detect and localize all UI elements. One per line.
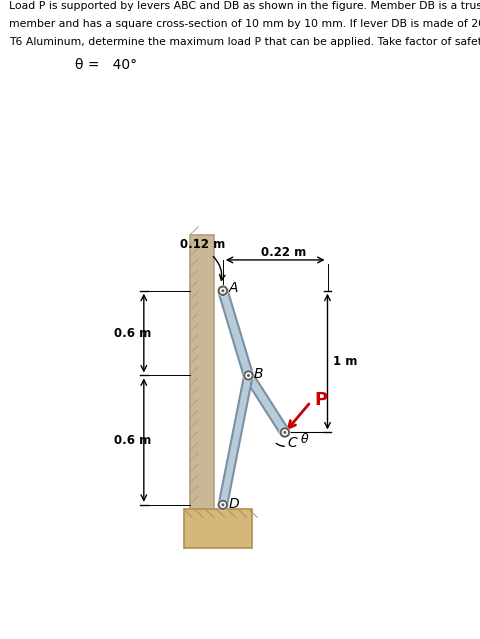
- Circle shape: [221, 289, 224, 292]
- Bar: [190, 235, 213, 514]
- Text: 0.12 m: 0.12 m: [180, 238, 225, 251]
- Text: C: C: [287, 436, 296, 450]
- Circle shape: [243, 371, 253, 380]
- Polygon shape: [244, 373, 288, 435]
- Circle shape: [246, 374, 250, 377]
- Bar: [184, 509, 252, 548]
- Polygon shape: [218, 374, 252, 505]
- Circle shape: [221, 504, 224, 506]
- Text: P: P: [313, 391, 326, 409]
- Polygon shape: [218, 289, 252, 377]
- Text: 1 m: 1 m: [332, 355, 357, 368]
- Text: 0.6 m: 0.6 m: [114, 327, 151, 339]
- Circle shape: [217, 286, 228, 296]
- Circle shape: [279, 427, 289, 438]
- Text: T6 Aluminum, determine the maximum load P that can be applied. Take factor of sa: T6 Aluminum, determine the maximum load …: [9, 37, 480, 47]
- Text: Load P is supported by levers ABC and DB as shown in the figure. Member DB is a : Load P is supported by levers ABC and DB…: [9, 1, 480, 12]
- Text: 0.22 m: 0.22 m: [260, 246, 305, 259]
- Text: B: B: [253, 367, 263, 381]
- Text: member and has a square cross-section of 10 mm by 10 mm. If lever DB is made of : member and has a square cross-section of…: [9, 19, 480, 29]
- Text: 0.6 m: 0.6 m: [114, 434, 151, 447]
- Circle shape: [244, 371, 252, 380]
- Text: θ =   40°: θ = 40°: [74, 58, 136, 72]
- Circle shape: [280, 428, 288, 436]
- Circle shape: [218, 500, 227, 509]
- Circle shape: [217, 500, 228, 510]
- Text: D: D: [228, 497, 239, 511]
- Text: A: A: [228, 281, 237, 295]
- Text: $\theta$: $\theta$: [300, 432, 309, 446]
- Circle shape: [218, 286, 227, 295]
- Circle shape: [283, 431, 286, 434]
